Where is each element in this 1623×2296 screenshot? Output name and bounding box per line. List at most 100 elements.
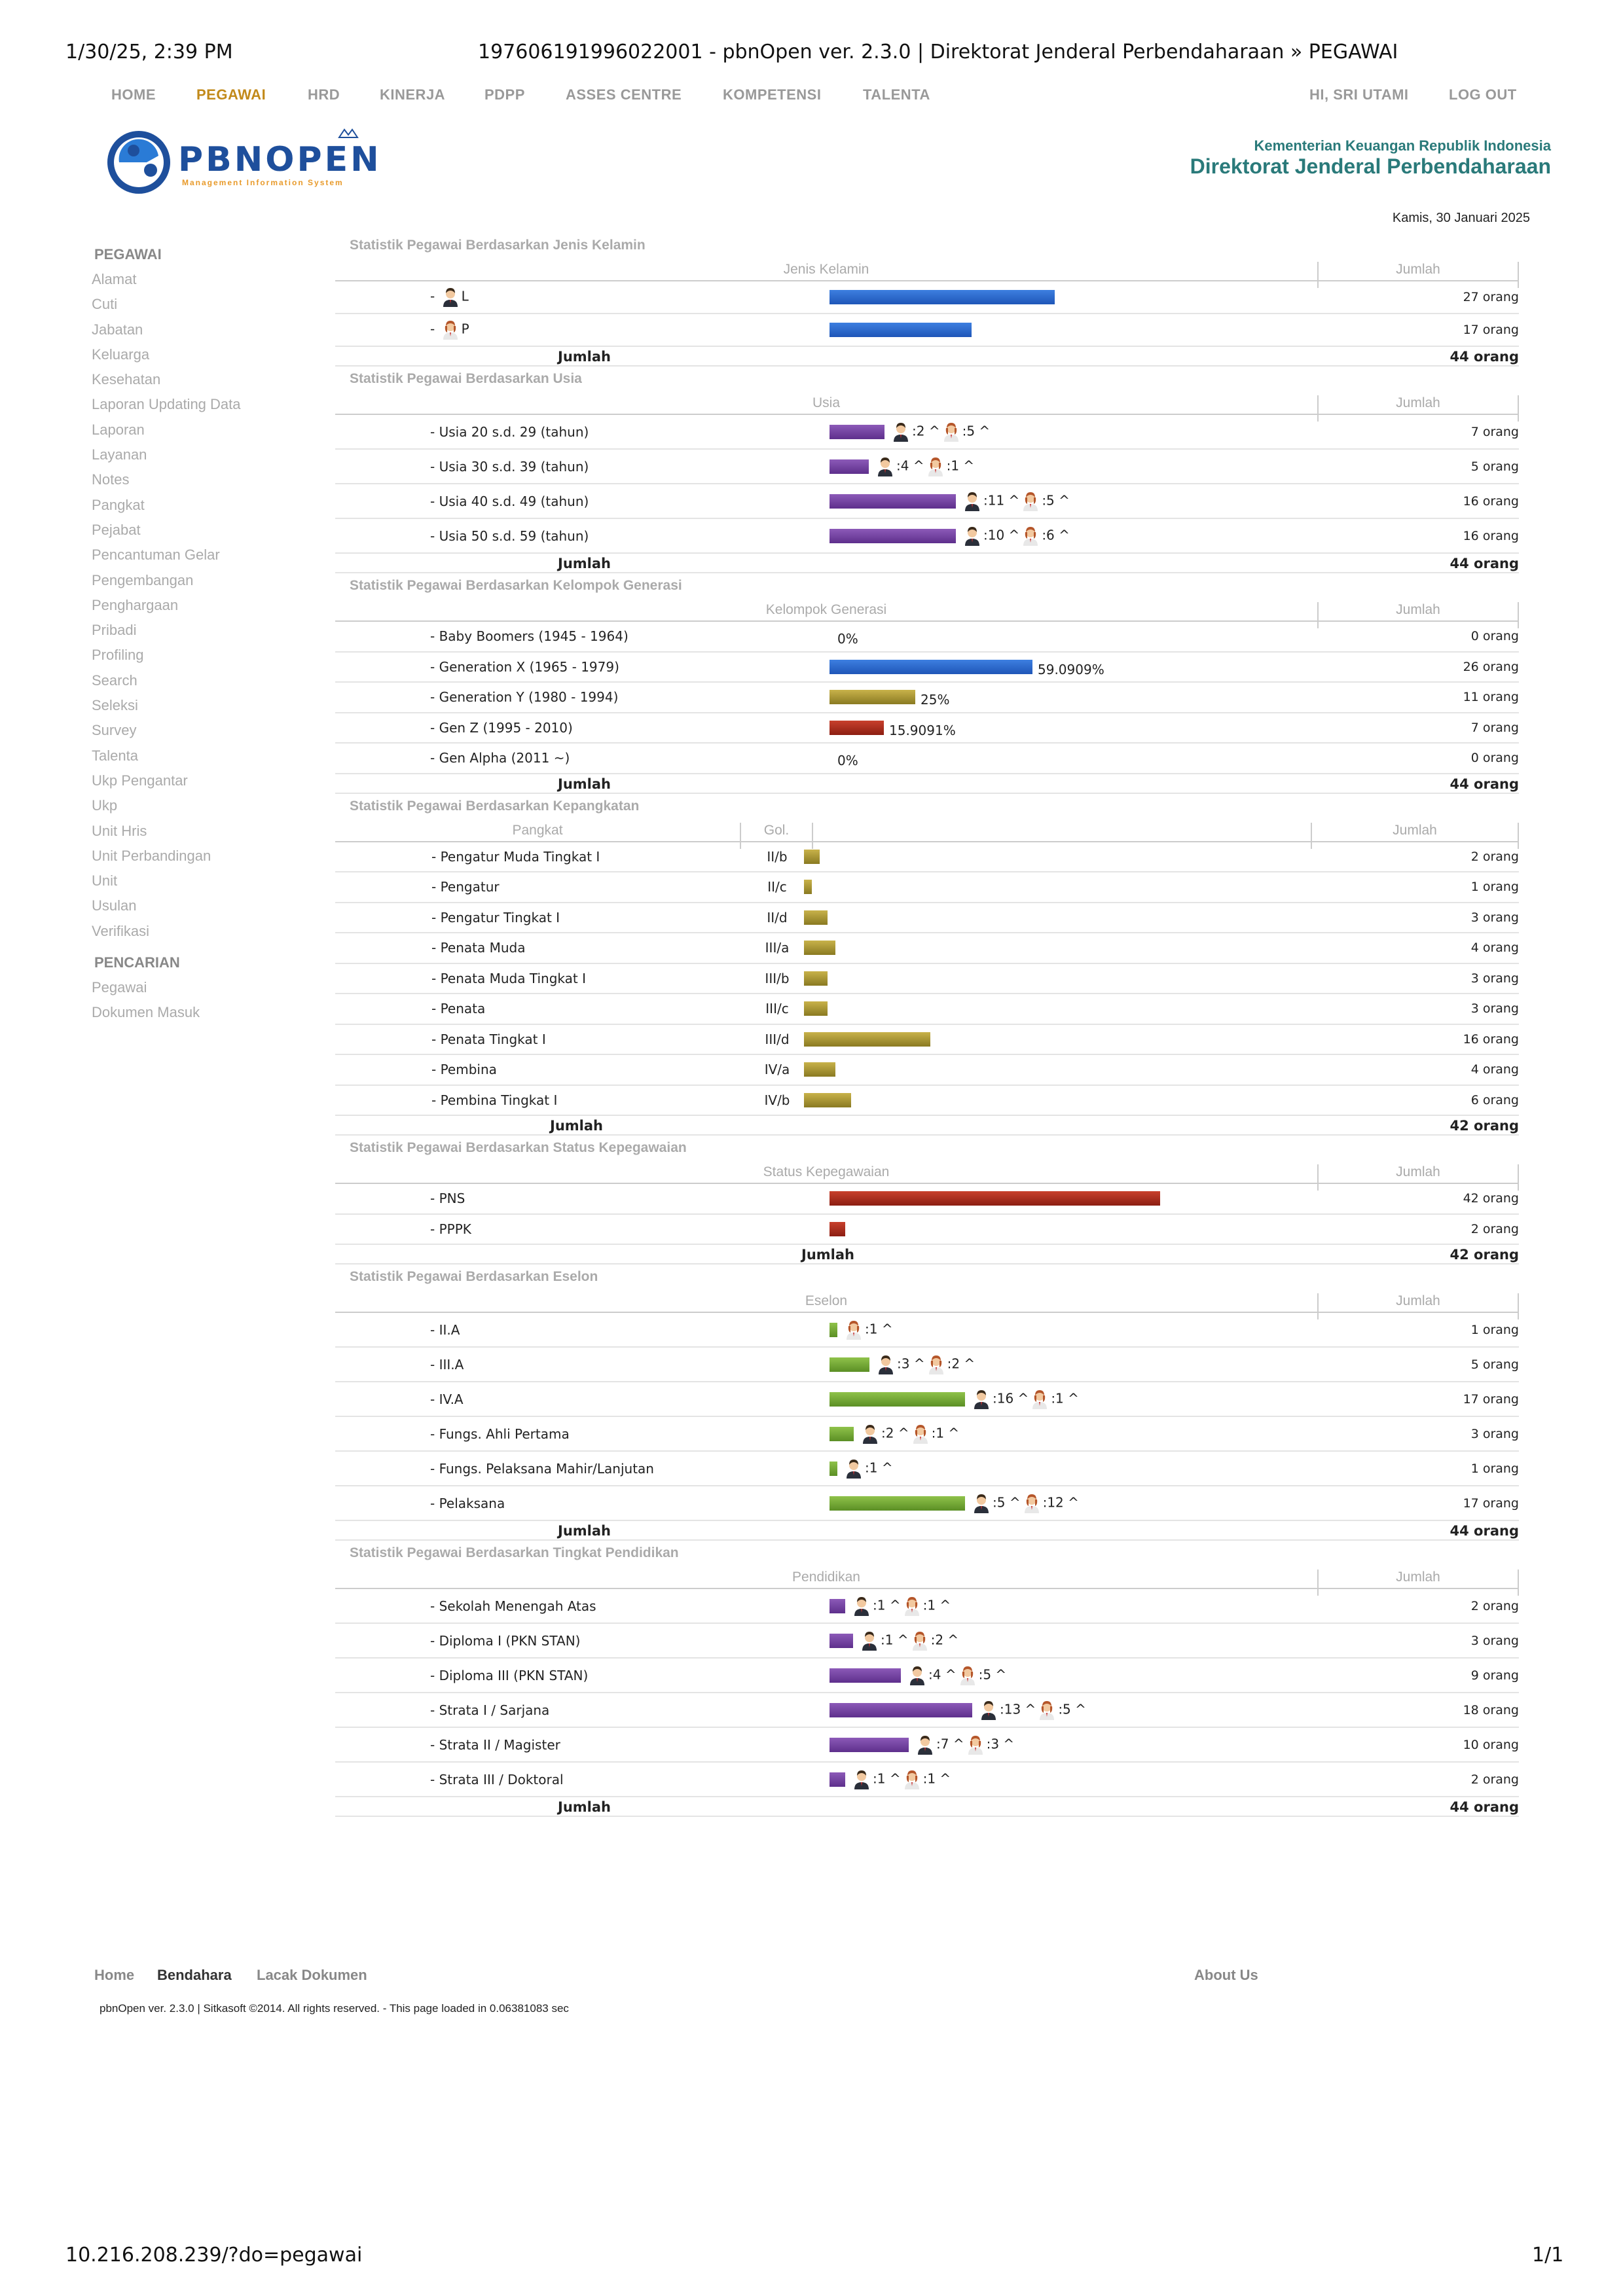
total-count: 44 orang: [1450, 1523, 1519, 1539]
female-count: :6 ^: [1042, 527, 1070, 543]
row-golongan: II/b: [767, 848, 788, 865]
sidebar-item-unit-perbandingan[interactable]: Unit Perbandingan: [92, 847, 211, 864]
sidebar-item-jabatan[interactable]: Jabatan: [92, 321, 143, 338]
male-user-icon: [862, 1631, 877, 1651]
table-row: - Strata II / Magister:7 ^:3 ^ 10 orang: [335, 1728, 1519, 1763]
sidebar-item-ukp-pengantar[interactable]: Ukp Pengantar: [92, 772, 188, 789]
footer-lacak-dokumen-link[interactable]: Lacak Dokumen: [257, 1967, 367, 1983]
footer-home-link[interactable]: Home: [94, 1967, 135, 1983]
male-user-icon: [974, 1494, 989, 1513]
footer-about-link[interactable]: About Us: [1194, 1967, 1258, 1983]
sidebar-item-verifikasi[interactable]: Verifikasi: [92, 922, 150, 939]
gender-breakdown: :1 ^: [843, 1459, 893, 1479]
top-nav: HOME PEGAWAI HRD KINERJA PDPP ASSES CENT…: [0, 86, 1623, 106]
gender-breakdown: :1 ^:2 ^: [858, 1631, 958, 1651]
male-count: :13 ^: [1000, 1701, 1036, 1717]
footer-copyright: pbnOpen ver. 2.3.0 | Sitkasoft ©2014. Al…: [100, 2002, 569, 2015]
female-count: :1 ^: [865, 1321, 893, 1336]
female-user-icon: [904, 1596, 919, 1616]
male-count: :1 ^: [865, 1460, 893, 1475]
gender-breakdown: :5 ^:12 ^: [970, 1494, 1079, 1513]
stat-section: Statistik Pegawai Berdasarkan Status Kep…: [335, 1138, 1519, 1265]
nav-home[interactable]: HOME: [111, 86, 156, 103]
nav-talenta[interactable]: TALENTA: [863, 86, 930, 103]
pbnopen-logo[interactable]: PBNOPEN Management Information System: [105, 124, 379, 200]
row-label: - Pembina Tingkat I: [431, 1092, 558, 1108]
logo-emblem-icon: [107, 128, 359, 194]
table-row: - Usia 50 s.d. 59 (tahun):10 ^:6 ^ 16 ora…: [335, 519, 1519, 554]
male-user-icon: [894, 422, 908, 442]
sidebar-item-unit-hris[interactable]: Unit Hris: [92, 822, 147, 839]
table-row: - Sekolah Menengah Atas:1 ^:1 ^ 2 orang: [335, 1589, 1519, 1624]
sidebar-item-pencantuman-gelar[interactable]: Pencantuman Gelar: [92, 547, 220, 564]
sidebar-item-keluarga[interactable]: Keluarga: [92, 346, 150, 363]
sidebar-item-usulan[interactable]: Usulan: [92, 897, 137, 914]
sidebar-item-notes[interactable]: Notes: [92, 471, 130, 488]
female-count: :2 ^: [930, 1632, 959, 1647]
sidebar-item-pegawai[interactable]: Pegawai: [92, 979, 147, 996]
sidebar-item-ukp[interactable]: Ukp: [92, 797, 118, 814]
section-title: Statistik Pegawai Berdasarkan Tingkat Pe…: [350, 1545, 679, 1560]
bar-value: [804, 1001, 828, 1016]
sidebar-item-talenta[interactable]: Talenta: [92, 747, 138, 764]
nav-asses-centre[interactable]: ASSES CENTRE: [566, 86, 682, 103]
row-label: - III.A: [430, 1356, 464, 1372]
sidebar-item-kesehatan[interactable]: Kesehatan: [92, 371, 161, 388]
sidebar-item-dokumen-masuk[interactable]: Dokumen Masuk: [92, 1004, 200, 1021]
sidebar-item-pangkat[interactable]: Pangkat: [92, 496, 145, 513]
sidebar-item-pribadi[interactable]: Pribadi: [92, 622, 137, 639]
row-count: 17 orang: [1463, 1496, 1519, 1511]
row-label: - Fungs. Pelaksana Mahir/Lanjutan: [430, 1460, 654, 1477]
row-label: - PPPK: [430, 1221, 471, 1237]
footer-bendahara-link[interactable]: Bendahara: [157, 1967, 232, 1983]
female-user-icon: [1023, 526, 1038, 546]
total-row: Jumlah 42 orang: [335, 1116, 1519, 1136]
sidebar-item-cuti[interactable]: Cuti: [92, 296, 118, 313]
nav-kompetensi[interactable]: KOMPETENSI: [723, 86, 822, 103]
row-golongan: III/a: [765, 940, 790, 956]
male-count: :3 ^: [897, 1355, 925, 1371]
bar-value: [830, 323, 972, 337]
sidebar-item-survey[interactable]: Survey: [92, 722, 137, 739]
row-label: - Strata III / Doktoral: [430, 1771, 564, 1787]
row-count: 2 orang: [1470, 1221, 1519, 1236]
table-row: - L 27 orang: [335, 281, 1519, 314]
sidebar-item-layanan[interactable]: Layanan: [92, 446, 147, 463]
table-row: - Fungs. Ahli Pertama:2 ^:1 ^ 3 orang: [335, 1417, 1519, 1452]
nav-user[interactable]: HI, SRI UTAMI: [1309, 86, 1409, 103]
sidebar-item-alamat[interactable]: Alamat: [92, 271, 137, 287]
bar-value: [830, 459, 869, 474]
table-row: - Penata III/c 3 orang: [335, 994, 1519, 1025]
sidebar-item-laporan-updating-data[interactable]: Laporan Updating Data: [92, 396, 241, 413]
column-header-jumlah: Jumlah: [1317, 1164, 1519, 1191]
row-count: 10 orang: [1463, 1737, 1519, 1752]
row-count: 18 orang: [1463, 1702, 1519, 1717]
female-count: :3 ^: [986, 1736, 1015, 1751]
sidebar-item-pejabat[interactable]: Pejabat: [92, 521, 141, 538]
row-count: 1 orang: [1470, 1322, 1519, 1337]
bar-value: [830, 493, 956, 509]
nav-hrd[interactable]: HRD: [308, 86, 340, 103]
nav-logout[interactable]: LOG OUT: [1449, 86, 1517, 103]
sidebar-item-search[interactable]: Search: [92, 672, 137, 689]
gender-breakdown: :16 ^:1 ^: [970, 1390, 1079, 1409]
female-user-icon: [960, 1666, 975, 1685]
sidebar-item-laporan[interactable]: Laporan: [92, 421, 145, 438]
male-user-icon: [863, 1424, 877, 1444]
nav-pdpp[interactable]: PDPP: [484, 86, 525, 103]
section-title: Statistik Pegawai Berdasarkan Eselon: [350, 1269, 598, 1284]
nav-pegawai[interactable]: PEGAWAI: [196, 86, 266, 103]
nav-kinerja[interactable]: KINERJA: [380, 86, 446, 103]
sidebar-item-unit[interactable]: Unit: [92, 872, 118, 889]
sidebar-item-seleksi[interactable]: Seleksi: [92, 697, 138, 714]
sidebar-item-penghargaan[interactable]: Penghargaan: [92, 596, 179, 613]
total-label: Jumlah: [550, 1118, 603, 1134]
current-date: Kamis, 30 Januari 2025: [1392, 211, 1530, 225]
bar-value: [830, 1461, 837, 1476]
sidebar-item-profiling[interactable]: Profiling: [92, 647, 144, 664]
bar-value: [830, 1737, 909, 1752]
table-header: Pangkat Gol. Jumlah: [335, 816, 1519, 849]
row-count: 11 orang: [1463, 690, 1519, 705]
female-count: :1 ^: [1051, 1390, 1079, 1406]
sidebar-item-pengembangan[interactable]: Pengembangan: [92, 571, 194, 588]
